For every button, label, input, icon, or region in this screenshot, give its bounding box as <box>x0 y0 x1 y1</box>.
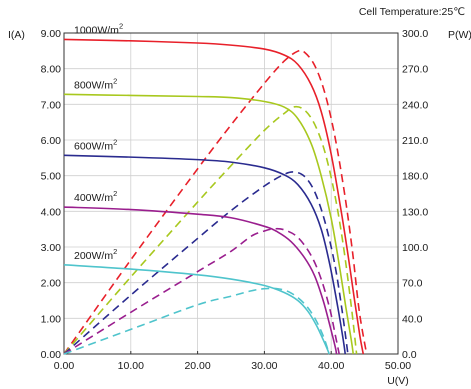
left-y-tick-label: 0.00 <box>41 349 62 361</box>
left-y-tick-label: 4.00 <box>41 206 62 218</box>
right-y-tick-label: 240.0 <box>402 99 428 111</box>
iv-curve-3 <box>63 206 338 355</box>
left-y-tick-label: 6.00 <box>41 135 62 147</box>
iv-curve-0 <box>63 38 365 355</box>
y-axis-title-power: P(W) <box>448 29 471 41</box>
x-tick-label: 50.00 <box>385 360 411 372</box>
right-y-tick-label: 130.0 <box>402 206 428 218</box>
x-tick-label: 10.00 <box>118 360 144 372</box>
y-axis-title-current: I(A) <box>8 29 25 41</box>
iv-curve-2 <box>63 154 347 355</box>
pv-curve-2 <box>63 171 349 355</box>
right-y-tick-label: 180.0 <box>402 171 428 183</box>
left-y-axis-ticks: 0.00 1.00 2.00 3.00 4.00 5.00 6.00 7.00 8.00 9.00 <box>41 28 62 361</box>
right-y-tick-label: 300.0 <box>402 28 428 40</box>
series-label-3: 400W/m2 <box>74 189 117 204</box>
right-y-tick-label: 0.0 <box>402 349 417 361</box>
series-label-4: 200W/m2 <box>74 247 117 262</box>
left-y-tick-label: 7.00 <box>41 99 62 111</box>
x-axis-ticks: 0.00 10.00 20.00 30.00 40.00 50.00 <box>54 351 411 372</box>
gridlines <box>64 33 398 354</box>
iv-curve-4 <box>63 264 330 355</box>
right-y-axis-ticks: 0.0 40.0 70.0 100.0 130.0 180.0 210.0 240.0 270.… <box>402 28 428 361</box>
x-tick-label: 30.00 <box>251 360 277 372</box>
left-y-tick-label: 5.00 <box>41 171 62 183</box>
pv-curve-4 <box>63 287 330 355</box>
right-y-tick-label: 70.0 <box>402 278 423 290</box>
pv-curve-3 <box>63 227 341 355</box>
curves-group <box>63 38 368 355</box>
series-label-2: 600W/m2 <box>74 137 117 152</box>
left-y-tick-label: 1.00 <box>41 313 62 325</box>
right-y-tick-label: 100.0 <box>402 242 428 254</box>
series-label-0: 1000W/m2 <box>74 21 123 36</box>
right-y-tick-label: 40.0 <box>402 313 423 325</box>
pv-curve-0 <box>63 49 368 355</box>
plot-border <box>63 32 399 355</box>
x-tick-label: 0.00 <box>54 360 75 372</box>
series-label-1: 800W/m2 <box>74 76 117 91</box>
left-y-tick-label: 9.00 <box>41 28 62 40</box>
plot-frame <box>63 32 399 355</box>
cell-temperature-note: Cell Temperature:25℃ <box>359 6 465 18</box>
right-y-tick-label: 210.0 <box>402 135 428 147</box>
left-y-tick-label: 8.00 <box>41 64 62 76</box>
x-axis-title-voltage: U(V) <box>387 375 409 387</box>
left-y-tick-label: 3.00 <box>41 242 62 254</box>
x-tick-label: 40.00 <box>318 360 344 372</box>
left-y-tick-label: 2.00 <box>41 278 62 290</box>
x-tick-label: 20.00 <box>184 360 210 372</box>
series-labels: 1000W/m2 800W/m2 600W/m2 400W/m2 200W/m2 <box>74 21 123 261</box>
iv-curve-1 <box>63 93 355 355</box>
right-y-tick-label: 270.0 <box>402 64 428 76</box>
pv-curve-1 <box>63 105 358 355</box>
